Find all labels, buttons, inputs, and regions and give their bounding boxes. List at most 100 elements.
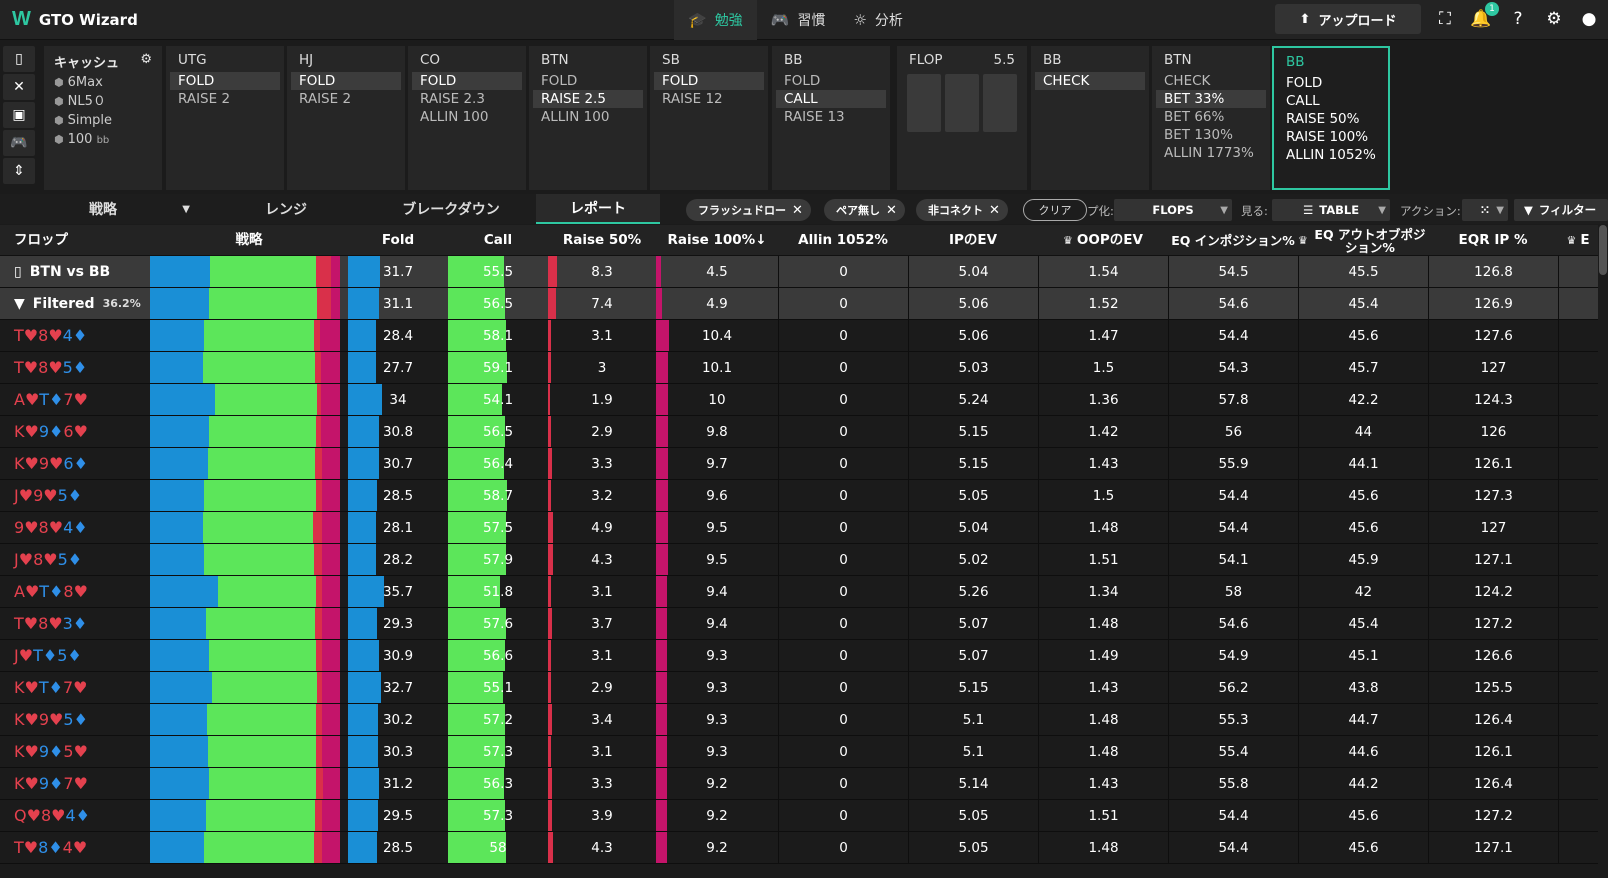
table-row[interactable]: K ♥ 9 ♥ 5 ♦ 30.2 57.2 3.4 9.3 0 5.1 1.48 55.3 44.7 126.… (0, 704, 1600, 736)
table-row[interactable]: K ♥ 9 ♦ 7 ♥ 31.2 56.3 3.3 9.2 0 5.14 1.43 55.8 44.2 126… (0, 768, 1600, 800)
action-option[interactable]: FOLD (412, 72, 522, 90)
action-option[interactable]: RAISE 100% (1286, 129, 1369, 145)
col-eq-ip[interactable]: EQ インポジション% (1171, 233, 1295, 248)
position-card-hj[interactable]: HJ FOLD RAISE 2 (287, 46, 405, 190)
action-option[interactable]: RAISE 12 (662, 91, 723, 107)
close-icon[interactable]: ✕ (792, 202, 803, 218)
grouping-select[interactable]: FLOPS ▼ (1114, 199, 1232, 221)
action-option[interactable]: RAISE 2.5 (533, 90, 643, 108)
flop-cell[interactable]: K ♥ 9 ♦ 6 ♥ (0, 416, 150, 447)
flop-card-slot-1[interactable] (907, 74, 941, 132)
table-row[interactable]: J ♥ 9 ♥ 5 ♦ 28.5 58.7 3.2 9.6 0 5.05 1.5 54.4 45.6 127.… (0, 480, 1600, 512)
caret-down-icon[interactable]: ▼ (182, 203, 190, 215)
help-icon[interactable]: ? (1513, 9, 1523, 29)
position-card-sb[interactable]: SB FOLD RAISE 12 (650, 46, 768, 190)
postflop-card-bb[interactable]: BB FOLD CALL RAISE 50% RAISE 100% ALLIN 1052% (1272, 46, 1390, 190)
action-option[interactable]: RAISE 2.3 (420, 91, 485, 107)
col-call[interactable]: Call (483, 232, 513, 248)
view-select[interactable]: ☰ TABLE ▼ (1272, 199, 1390, 221)
col-more[interactable]: ♛ E (1558, 225, 1598, 256)
nav-tab-study[interactable]: 🎓 勉強 (674, 0, 757, 40)
upload-button[interactable]: ⬆ アップロード (1275, 4, 1421, 34)
action-option[interactable]: CALL (776, 90, 886, 108)
app-logo[interactable]: W GTO Wizard (12, 8, 138, 31)
position-card-btn[interactable]: BTN FOLD RAISE 2.5 ALLIN 100 (529, 46, 647, 190)
action-option[interactable]: CHECK (1035, 72, 1145, 90)
col-ip-ev[interactable]: IPのEV (948, 232, 998, 248)
flop-cell[interactable]: Q ♥ 8 ♥ 4 ♦ (0, 800, 150, 831)
position-card-utg[interactable]: UTG FOLD RAISE 2 (166, 46, 284, 190)
action-option[interactable]: FOLD (1286, 75, 1323, 91)
flop-cell[interactable]: T ♥ 8 ♥ 4 ♦ (0, 320, 150, 351)
flop-cell[interactable]: K ♥ 9 ♦ 5 ♥ (0, 736, 150, 767)
col-allin[interactable]: Allin 1052% (798, 232, 888, 248)
table-row[interactable]: K ♥ 9 ♦ 6 ♥ 30.8 56.5 2.9 9.8 0 5.15 1.42 56 44 126 (0, 416, 1600, 448)
table-row[interactable]: T ♥ 8 ♦ 4 ♥ 28.5 58 4.3 9.2 0 5.05 1.48 54.4 45.6 127.1 (0, 832, 1600, 864)
col-strategy[interactable]: 戦略 (235, 232, 263, 248)
action-option[interactable]: FOLD (541, 73, 578, 89)
flop-cell[interactable]: J ♥ 8 ♥ 5 ♦ (0, 544, 150, 575)
flop-cell[interactable]: K ♥ T ♦ 7 ♥ (0, 672, 150, 703)
close-icon[interactable]: ✕ (989, 202, 1000, 218)
flop-cell[interactable]: K ♥ 9 ♥ 5 ♦ (0, 704, 150, 735)
clear-filters-button[interactable]: クリア (1023, 199, 1087, 221)
action-option[interactable]: CALL (1286, 93, 1320, 109)
tab-report[interactable]: レポート (536, 194, 660, 224)
practice-button[interactable]: 🎮 (3, 130, 35, 156)
scrollbar-thumb[interactable] (1599, 225, 1607, 275)
flop-cell[interactable]: 9 ♥ 8 ♥ 4 ♦ (0, 512, 150, 543)
bookmark-button[interactable]: ▯ (3, 46, 35, 72)
flop-cell[interactable]: K ♥ 9 ♦ 7 ♥ (0, 768, 150, 799)
filter-button[interactable]: ▼ フィルター (1514, 199, 1608, 221)
action-option[interactable]: ALLIN 1052% (1286, 147, 1376, 163)
action-option[interactable]: FOLD (654, 72, 764, 90)
tab-range[interactable]: レンジ (206, 194, 366, 224)
action-option[interactable]: FOLD (170, 72, 280, 90)
table-row[interactable]: T ♥ 8 ♥ 4 ♦ 28.4 58.1 3.1 10.4 0 5.06 1.47 54.4 45.6 12… (0, 320, 1600, 352)
position-card-co[interactable]: CO FOLD RAISE 2.3 ALLIN 100 (408, 46, 526, 190)
col-eqr-ip[interactable]: EQR IP % (1458, 232, 1528, 248)
table-row[interactable]: K ♥ T ♦ 7 ♥ 32.7 55.1 2.9 9.3 0 5.15 1.43 56.2 43.8 125… (0, 672, 1600, 704)
col-raise-50[interactable]: Raise 50% (562, 232, 642, 248)
flop-cell[interactable]: J ♥ 9 ♥ 5 ♦ (0, 480, 150, 511)
table-row[interactable]: Q ♥ 8 ♥ 4 ♦ 29.5 57.3 3.9 9.2 0 5.05 1.51 54.4 45.6 127… (0, 800, 1600, 832)
filter-chip-unpaired[interactable]: ペア無し ✕ (824, 199, 905, 221)
summary-row[interactable]: ▼ Filtered 36.2% 31.1 56.5 7.4 4.9 0 5.06 1.52 54.… (0, 288, 1600, 320)
action-option[interactable]: FOLD (784, 73, 821, 89)
col-eq-oop[interactable]: ♛ EQ アウトオブポジション% (1298, 225, 1428, 256)
postflop-card-bb[interactable]: BB CHECK (1031, 46, 1149, 190)
table-scrollbar[interactable] (1598, 225, 1608, 878)
table-row[interactable]: J ♥ T ♦ 5 ♦ 30.9 56.6 3.1 9.3 0 5.07 1.49 54.9 45.1 126… (0, 640, 1600, 672)
position-card-bb[interactable]: BB FOLD CALL RAISE 13 (772, 46, 890, 190)
collapse-button[interactable]: ⇕ (3, 158, 35, 184)
table-row[interactable]: T ♥ 8 ♥ 3 ♦ 29.3 57.6 3.7 9.4 0 5.07 1.48 54.6 45.4 127… (0, 608, 1600, 640)
save-button[interactable]: ▣ (3, 102, 35, 128)
table-row[interactable]: A ♥ T ♦ 7 ♥ 34 54.1 1.9 10 0 5.24 1.36 57.8 42.2 124.3 (0, 384, 1600, 416)
action-option[interactable]: CHECK (1164, 73, 1211, 89)
tab-strategy[interactable]: 戦略 ▼ (0, 194, 206, 224)
flop-cell[interactable]: J ♥ T ♦ 5 ♦ (0, 640, 150, 671)
nav-tab-analyze[interactable]: ☼ 分析 (839, 0, 916, 40)
action-option[interactable]: ALLIN 1773% (1164, 145, 1254, 161)
flop-cell[interactable]: T ♥ 8 ♥ 3 ♦ (0, 608, 150, 639)
flop-card-slot-3[interactable] (983, 74, 1017, 132)
action-select[interactable]: ⁙ ▼ (1462, 199, 1508, 221)
col-raise-100[interactable]: Raise 100%↓ (667, 232, 767, 248)
action-option[interactable]: RAISE 2 (299, 91, 352, 107)
table-row[interactable]: A ♥ T ♦ 8 ♥ 35.7 51.8 3.1 9.4 0 5.26 1.34 58 42 124.2 (0, 576, 1600, 608)
filter-chip-disconnected[interactable]: 非コネクト ✕ (916, 199, 1008, 221)
table-row[interactable]: 9 ♥ 8 ♥ 4 ♦ 28.1 57.5 4.9 9.5 0 5.04 1.48 54.4 45.6 127 (0, 512, 1600, 544)
action-option[interactable]: FOLD (291, 72, 401, 90)
game-settings-card[interactable]: キャッシュ ⚙ ⬢ 6Max ⬢ NL5０ ⬢ Simple ⬢ 100 bb (44, 46, 162, 190)
action-option[interactable]: BET 130% (1164, 127, 1233, 143)
account-icon[interactable]: ● (1581, 9, 1597, 29)
action-option[interactable]: RAISE 50% (1286, 111, 1360, 127)
filter-chip-flush-draw[interactable]: フラッシュドロー ✕ (686, 199, 811, 221)
col-fold[interactable]: Fold (381, 232, 415, 248)
action-option[interactable]: BET 66% (1164, 109, 1225, 125)
action-option[interactable]: RAISE 13 (784, 109, 845, 125)
flop-card[interactable]: FLOP 5.5 (897, 46, 1027, 190)
flop-cell[interactable]: A ♥ T ♦ 8 ♥ (0, 576, 150, 607)
flop-cell[interactable]: A ♥ T ♦ 7 ♥ (0, 384, 150, 415)
table-row[interactable]: K ♥ 9 ♦ 5 ♥ 30.3 57.3 3.1 9.3 0 5.1 1.48 55.4 44.6 126.… (0, 736, 1600, 768)
